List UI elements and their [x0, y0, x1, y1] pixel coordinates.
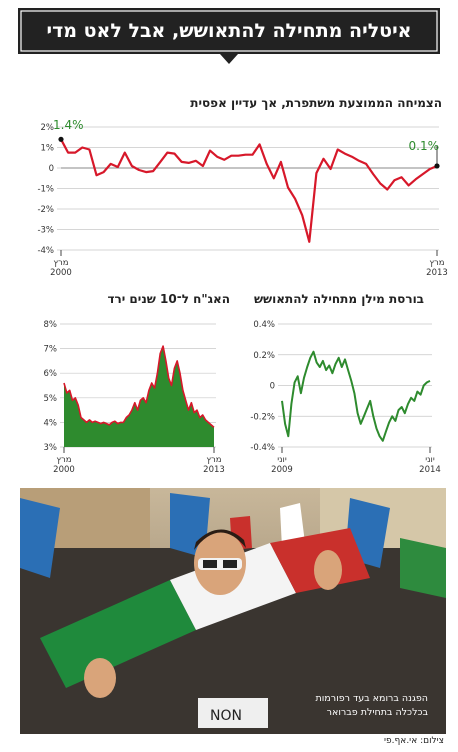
y-tick-label: 0	[49, 164, 54, 174]
y-tick-label: -4%	[37, 246, 54, 256]
last-value-label: 0.1%	[409, 139, 440, 153]
x-tick-label-start: מרץ	[53, 258, 68, 268]
y-tick-label: 0	[270, 382, 275, 392]
x-tick-label-start: מרץ	[56, 455, 71, 465]
series-line	[60, 138, 438, 243]
y-tick-label: -1%	[37, 185, 54, 195]
x-tick-label-end: מרץ	[429, 258, 444, 268]
gdp-chart-title: הצמיחה הממוצעת משתפרת, אך עדיין אפסית	[190, 96, 442, 110]
y-tick-label: 5%	[44, 394, 58, 404]
series-area	[64, 346, 214, 447]
x-tick-label-end-year: 2013	[426, 268, 448, 278]
y-tick-label: 1%	[41, 144, 55, 154]
series-line	[63, 345, 215, 428]
y-tick-label: -0.4%	[250, 443, 275, 453]
first-value-label: 1.4%	[53, 118, 84, 132]
x-tick-label-start-year: 2000	[53, 465, 75, 475]
first-point-marker	[58, 136, 64, 142]
x-tick-label-end-year: 2013	[203, 465, 225, 475]
photo-caption: הפגנה ברומא בעד רפורמות בכלכלה בתחילת פב…	[315, 692, 428, 720]
y-tick-label: 2%	[41, 123, 55, 133]
x-tick-label-end: מרץ	[206, 455, 221, 465]
y-tick-label: 0.2%	[253, 351, 275, 361]
protest-photo: NON הפגנה ברומא בעד רפורמות בכלכלה בתחיל…	[20, 488, 446, 734]
milan-chart-title: בורסת מילן מתחילה להתאושש	[253, 292, 424, 306]
x-tick-label-end: יוני	[425, 455, 435, 465]
y-tick-label: 6%	[44, 369, 58, 379]
x-tick-label-start-year: 2009	[271, 465, 293, 475]
x-tick-label-start: יוני	[277, 455, 287, 465]
y-tick-label: 4%	[44, 418, 58, 428]
y-tick-label: -3%	[37, 226, 54, 236]
y-tick-label: 8%	[44, 320, 58, 330]
caption-line-2: בכלכלה בתחילת פברואר	[326, 707, 428, 718]
headline: איטליה מתחילה להתאושש, אבל לאט מדי	[46, 20, 412, 42]
photo-illustration: NON	[20, 488, 446, 734]
banner-shape	[18, 8, 440, 64]
series-line	[281, 350, 431, 442]
y-tick-label: 7%	[44, 345, 58, 355]
y-tick-label: 3%	[44, 443, 58, 453]
x-tick-label-start-year: 2000	[50, 268, 72, 278]
x-tick-label-end-year: 2014	[419, 465, 441, 475]
y-tick-label: -0.2%	[250, 412, 275, 422]
caption-line-1: הפגנה ברומא בעד רפורמות	[315, 693, 428, 704]
y-tick-label: 0.4%	[253, 320, 275, 330]
y-tick-label: -2%	[37, 205, 54, 215]
photo-credit: צילום: אי.אף.פי	[384, 736, 444, 746]
headline-banner: איטליה מתחילה להתאושש, אבל לאט מדי	[18, 8, 440, 66]
last-point-marker	[434, 163, 440, 169]
protest-sign-text: NON	[210, 708, 242, 724]
bonds-chart-title: האג"ח ל־10 שנים ירד	[107, 292, 230, 306]
